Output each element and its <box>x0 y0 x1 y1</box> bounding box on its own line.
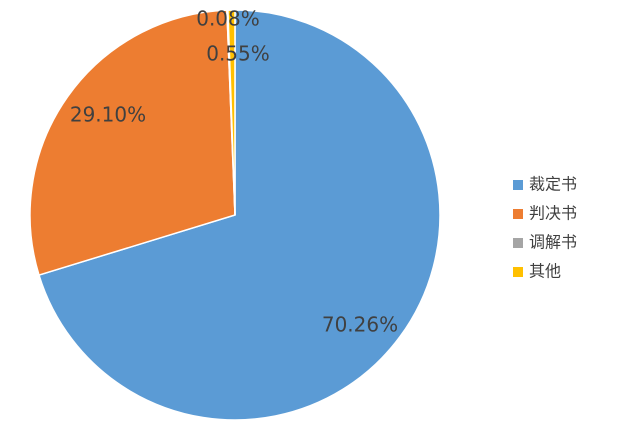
pie-slice <box>227 9 236 216</box>
legend-swatch <box>513 267 523 277</box>
data-label: 0.55% <box>206 42 270 66</box>
legend-label: 其他 <box>529 262 561 281</box>
data-label: 29.10% <box>70 103 146 127</box>
legend-label: 调解书 <box>529 233 577 252</box>
pie-slice <box>29 9 236 277</box>
legend-swatch <box>513 180 523 190</box>
legend-swatch <box>513 238 523 248</box>
data-label: 70.26% <box>322 313 398 337</box>
legend-label: 裁定书 <box>529 175 577 194</box>
legend-swatch <box>513 209 523 219</box>
legend-label: 判决书 <box>529 204 577 223</box>
data-label: 0.08% <box>196 7 260 31</box>
pie-slice <box>38 9 441 421</box>
